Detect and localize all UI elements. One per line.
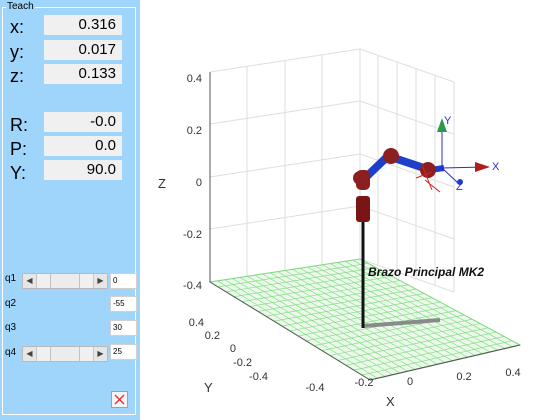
- z-tick-label: -0.4: [183, 280, 202, 292]
- y-tick-label: -0.4: [249, 371, 268, 383]
- q3-value[interactable]: 30: [110, 320, 137, 336]
- robot-shadow: [362, 318, 441, 328]
- q1-slider[interactable]: ◀ ▶: [22, 273, 108, 289]
- floor-line: [344, 261, 506, 349]
- robot-joint-3: [420, 162, 436, 178]
- plot-grid: [209, 48, 455, 293]
- floor-line: [337, 327, 489, 361]
- plot-axes: [209, 72, 521, 381]
- z-tick-label: 0: [196, 177, 202, 189]
- slider-left-arrow-icon[interactable]: ◀: [23, 274, 37, 288]
- x-tick-label: -0.2: [355, 377, 374, 389]
- z-tick-label: 0.2: [187, 125, 202, 137]
- x-tick-label: 0.4: [505, 367, 520, 379]
- y-tick-label: 0: [230, 343, 236, 355]
- floor-line: [314, 265, 476, 356]
- q4-label: q4: [5, 347, 17, 358]
- close-button[interactable]: [111, 391, 128, 408]
- yaw-value: 90.0: [44, 160, 122, 180]
- q4-value[interactable]: 25: [110, 344, 137, 360]
- floor-line: [345, 331, 497, 366]
- close-x-icon: [114, 394, 125, 405]
- floor-line: [292, 269, 453, 362]
- x-tick-label: 0: [407, 376, 413, 388]
- roll-value: -0.0: [44, 112, 122, 132]
- floor-line: [361, 340, 513, 376]
- floor-line: [297, 306, 449, 337]
- q4-slider-thumb[interactable]: [50, 347, 80, 361]
- z-label: z:: [10, 66, 25, 86]
- end-effector-frame: X Y Z: [415, 115, 500, 193]
- slider-right-arrow-icon[interactable]: ▶: [93, 347, 107, 361]
- floor-line: [299, 267, 461, 360]
- y-axis-label: Y: [204, 380, 213, 395]
- robot-base-joint: [356, 196, 370, 222]
- teach-panel: Teach x: 0.316 y: 0.017 z: 0.133 R: -0.0…: [0, 0, 140, 420]
- frame-z-label: Z: [456, 181, 463, 193]
- q2-value[interactable]: -55: [110, 296, 137, 312]
- yaw-label: Y:: [10, 163, 27, 183]
- floor-line: [329, 263, 491, 353]
- y-tick-label: -0.2: [233, 357, 252, 369]
- floor-line: [352, 259, 513, 348]
- y-value: 0.017: [44, 40, 122, 60]
- robot-name-label: Brazo Principal MK2: [368, 265, 484, 279]
- slider-right-arrow-icon[interactable]: ▶: [93, 274, 107, 288]
- q2-label: q2: [5, 298, 17, 309]
- x-tick-label: 0.2: [456, 371, 471, 383]
- slider-left-arrow-icon[interactable]: ◀: [23, 347, 37, 361]
- floor-line: [307, 266, 468, 358]
- floor-line: [353, 336, 505, 371]
- robot-3d-plot[interactable]: 0.4 0.2 0 -0.2 -0.4 Z 0.4 0.2 0 -0.2 -0.…: [141, 0, 560, 420]
- z-value: 0.133: [44, 64, 122, 84]
- pitch-value: 0.0: [44, 136, 122, 156]
- y-tick-label: 0.4: [189, 317, 204, 329]
- z-tick-label: 0.4: [187, 73, 202, 85]
- z-tick-label: -0.2: [183, 229, 202, 241]
- teach-title: Teach: [6, 1, 35, 12]
- frame-x-label: X: [492, 161, 500, 173]
- teach-frame: [2, 7, 136, 415]
- y-label: y:: [10, 42, 25, 62]
- q1-slider-thumb[interactable]: [50, 274, 80, 288]
- floor-line: [322, 264, 483, 355]
- x-value: 0.316: [44, 15, 122, 35]
- z-axis-label: Z: [158, 176, 166, 191]
- robot-joint-2: [383, 148, 399, 164]
- q3-label: q3: [5, 322, 17, 333]
- floor-line: [329, 323, 481, 356]
- x-axis-label: X: [386, 394, 395, 409]
- floor-line: [321, 318, 473, 351]
- pitch-label: P:: [10, 139, 28, 159]
- q1-value[interactable]: 0: [110, 273, 137, 289]
- q1-label: q1: [5, 273, 17, 284]
- roll-label: R:: [10, 115, 28, 135]
- x-tick-label: -0.4: [306, 382, 325, 394]
- x-label: x:: [10, 17, 25, 37]
- y-tick-label: 0.2: [205, 330, 220, 342]
- frame-y-label: Y: [444, 115, 452, 127]
- q4-slider[interactable]: ◀ ▶: [22, 346, 108, 362]
- floor-line: [289, 301, 441, 332]
